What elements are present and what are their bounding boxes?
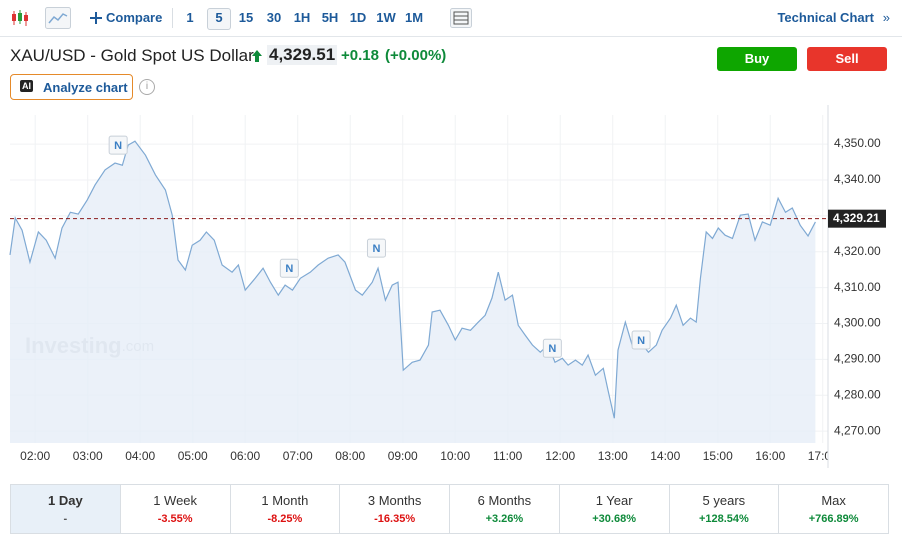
x-tick-label: 06:00 [230, 449, 260, 463]
interval-button[interactable]: 30 [266, 10, 282, 25]
up-arrow [252, 50, 262, 62]
x-tick-label: 13:00 [598, 449, 628, 463]
analyze-label: Analyze chart [43, 80, 128, 95]
news-marker[interactable]: N [366, 238, 386, 258]
news-marker-box [542, 338, 562, 358]
news-marker-box [631, 330, 651, 350]
period-change: -3.55% [157, 513, 193, 525]
x-tick-label: 11:00 [493, 449, 522, 463]
news-marker-label: N [372, 243, 380, 255]
news-marker-label: N [637, 335, 645, 347]
technical-chart-link[interactable]: Technical Chart [777, 10, 874, 25]
period-change: +30.68% [592, 513, 636, 525]
period-cell[interactable]: 6 Months +3.26% [450, 485, 560, 533]
y-tick-label: 4,320.00 [834, 244, 881, 258]
period-label: 1 Year [595, 493, 633, 508]
area-icon[interactable] [45, 7, 71, 29]
period-change: +766.89% [808, 513, 859, 525]
change: +0.18 [341, 47, 379, 64]
period-label: 3 Months [367, 493, 422, 508]
change-percent: (+0.00%) [385, 47, 447, 64]
y-tick-label: 4,290.00 [834, 352, 881, 366]
interval-button[interactable]: 5H [321, 10, 339, 25]
period-label: 1 Week [153, 493, 198, 508]
period-cell[interactable]: 5 years +128.54% [670, 485, 780, 533]
news-marker-box [366, 238, 386, 258]
x-tick-label: 10:00 [440, 449, 470, 463]
sell-button[interactable]: Sell [807, 47, 887, 71]
y-tick-label: 4,300.00 [834, 316, 881, 330]
y-tick-label: 4,280.00 [834, 387, 881, 401]
interval-button[interactable]: 5 [207, 8, 231, 30]
news-marker-label: N [114, 140, 122, 152]
x-tick-label: 07:00 [283, 449, 313, 463]
period-cell[interactable]: Max +766.89% [779, 485, 888, 533]
x-tick-label: 15:00 [703, 449, 733, 463]
period-cell[interactable]: 1 Month -8.25% [231, 485, 341, 533]
y-tick-label: 4,270.00 [834, 423, 881, 437]
price-line [9, 140, 816, 419]
period-label: 5 years [702, 493, 746, 508]
period-change: -16.35% [374, 513, 416, 525]
interval-button[interactable]: 1M [404, 10, 424, 25]
reference-label-box [828, 209, 886, 228]
x-tick-label: 12:00 [545, 449, 575, 463]
period-label: 1 Month [261, 493, 309, 508]
x-tick-label: 14:00 [650, 449, 680, 463]
interval-button[interactable]: 1D [349, 10, 367, 25]
period-change: -8.25% [267, 513, 303, 525]
news-marker-label: N [548, 343, 556, 355]
news-marker[interactable]: N [108, 135, 128, 155]
x-tick-label: 09:00 [388, 449, 418, 463]
buy-button[interactable]: Buy [717, 47, 797, 71]
reference-label: 4,329.21 [833, 211, 880, 225]
analyze-button[interactable]: AI Analyze chart [10, 74, 133, 100]
x-tick-label: 02:00 [20, 449, 50, 463]
y-tick-label: 4,350.00 [834, 136, 881, 150]
ai-badge: AI [20, 80, 33, 92]
interval-button[interactable]: 1 [186, 10, 194, 25]
period-change: - [63, 513, 68, 525]
y-tick-label: 4,340.00 [834, 172, 881, 186]
table-icon[interactable] [450, 8, 472, 28]
news-marker[interactable]: N [279, 258, 299, 278]
price: 4,329.51 [267, 45, 338, 65]
compare-button[interactable]: Compare [106, 10, 163, 25]
period-table: 1 Day - 1 Week -3.55% 1 Month -8.25% 3 Months -… [10, 484, 889, 534]
plus-icon [90, 12, 102, 24]
x-tick-label: 08:00 [335, 449, 365, 463]
period-cell[interactable]: 1 Day - [11, 485, 121, 533]
separator [172, 8, 173, 28]
period-cell[interactable]: 3 Months -16.35% [340, 485, 450, 533]
candle-icon[interactable] [10, 9, 30, 27]
period-label: Max [821, 493, 846, 508]
instrument-title: XAU/USD - Gold Spot US Dollar [10, 46, 254, 65]
y-tick-label: 4,310.00 [834, 280, 881, 294]
period-change: +3.26% [485, 513, 524, 525]
interval-button[interactable]: 15 [238, 10, 254, 25]
news-marker-box [279, 258, 299, 278]
period-label: 1 Day [48, 493, 83, 508]
news-marker[interactable]: N [631, 330, 651, 350]
x-tick-label: 04:00 [125, 449, 155, 463]
x-tick-label: 05:00 [178, 449, 208, 463]
news-marker-box [108, 135, 128, 155]
news-marker-label: N [285, 263, 293, 275]
news-marker[interactable]: N [542, 338, 562, 358]
period-label: 6 Months [477, 493, 532, 508]
info-icon[interactable]: i [139, 79, 155, 95]
arrow: » [882, 10, 890, 25]
area-fill [10, 141, 816, 443]
x-tick-label: 03:00 [73, 449, 103, 463]
chart: 4,270.00 4,280.00 4,290.00 4,300.00 4,310.00… [9, 105, 902, 469]
period-cell[interactable]: 1 Year +30.68% [560, 485, 670, 533]
interval-button[interactable]: 1H [293, 10, 311, 25]
x-label-mask [828, 445, 902, 469]
period-cell[interactable]: 1 Week -3.55% [121, 485, 231, 533]
period-change: +128.54% [698, 513, 749, 525]
interval-button[interactable]: 1W [376, 10, 396, 25]
toolbar: Compare 1 5 15 30 1H 5H 1D 1W 1M Technical Chart… [0, 0, 902, 37]
x-tick-label: 16:00 [755, 449, 785, 463]
